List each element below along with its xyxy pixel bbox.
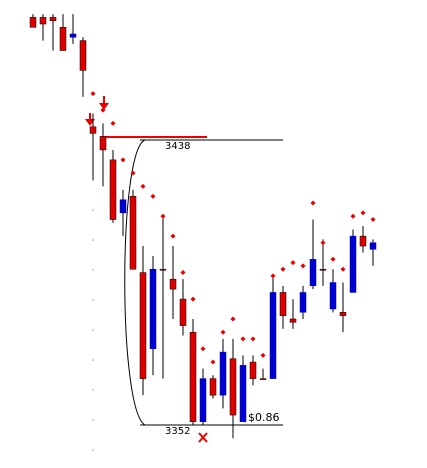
sar-dot xyxy=(130,170,136,176)
sar-dot xyxy=(260,352,266,358)
sar-dot xyxy=(200,346,206,352)
candle-body xyxy=(149,268,157,350)
sar-dot xyxy=(220,329,226,335)
candle-body xyxy=(299,292,307,313)
arrows xyxy=(85,96,109,126)
candle-body xyxy=(229,358,237,416)
candle-body xyxy=(209,378,217,396)
candle-body xyxy=(179,298,187,326)
sar-dot xyxy=(240,336,246,342)
candle-body xyxy=(129,196,137,270)
candle-body xyxy=(369,242,377,250)
sar-dot xyxy=(120,157,126,163)
candle-body xyxy=(39,17,47,25)
candle-body xyxy=(289,318,297,323)
sar-dot xyxy=(100,107,106,113)
sar-dot xyxy=(170,233,176,239)
sar-dot xyxy=(190,296,196,302)
sar-dot xyxy=(360,210,366,216)
price-label: $0.86 xyxy=(248,411,280,424)
candle-body xyxy=(309,259,317,287)
axis-dots xyxy=(92,179,94,451)
cup-curve xyxy=(124,139,146,426)
candle-body xyxy=(279,292,287,316)
candle-body xyxy=(159,268,167,271)
sar-dot xyxy=(150,193,156,199)
candle-body xyxy=(79,40,87,71)
candle-body xyxy=(99,136,107,151)
candle-body xyxy=(49,17,57,21)
candle-body xyxy=(139,272,147,379)
sar-dot xyxy=(250,336,256,342)
candle-body xyxy=(69,33,77,38)
sar-dot xyxy=(310,200,316,206)
candle-body xyxy=(319,268,327,271)
sar-dot xyxy=(290,260,296,266)
sar-dot xyxy=(160,213,166,219)
sar-dot xyxy=(370,217,376,223)
candle-body xyxy=(239,365,247,422)
candle-body xyxy=(339,312,347,316)
candle-body xyxy=(359,235,367,247)
sar-dot xyxy=(300,263,306,269)
x-marker xyxy=(198,432,208,443)
high-level-label: 3438 xyxy=(165,141,190,152)
candle-body xyxy=(29,17,37,28)
candle-body xyxy=(349,235,357,293)
candle-body xyxy=(329,282,337,310)
sar-dot xyxy=(340,266,346,272)
candle-body xyxy=(219,351,227,396)
sar-dot xyxy=(270,273,276,279)
sar-dot xyxy=(330,256,336,262)
candle-body xyxy=(269,292,277,379)
sar-dot xyxy=(350,213,356,219)
sar-dot xyxy=(280,266,286,272)
sar-dot xyxy=(90,91,96,97)
candle-body xyxy=(89,126,97,134)
candle-body xyxy=(109,159,117,220)
sar-dot xyxy=(140,183,146,189)
sar-dot xyxy=(210,359,216,365)
candle-body xyxy=(259,378,267,380)
sar-dot xyxy=(320,240,326,246)
candle-body xyxy=(169,278,177,290)
candle-body xyxy=(119,199,127,214)
candle-body xyxy=(249,361,257,379)
sar-dot xyxy=(110,120,116,126)
low-level-label: 3352 xyxy=(165,426,190,437)
sar-dot xyxy=(180,270,186,276)
candle-body xyxy=(59,27,67,51)
candle-body xyxy=(199,378,207,422)
sar-dot xyxy=(230,316,236,322)
candle-body xyxy=(189,331,197,422)
